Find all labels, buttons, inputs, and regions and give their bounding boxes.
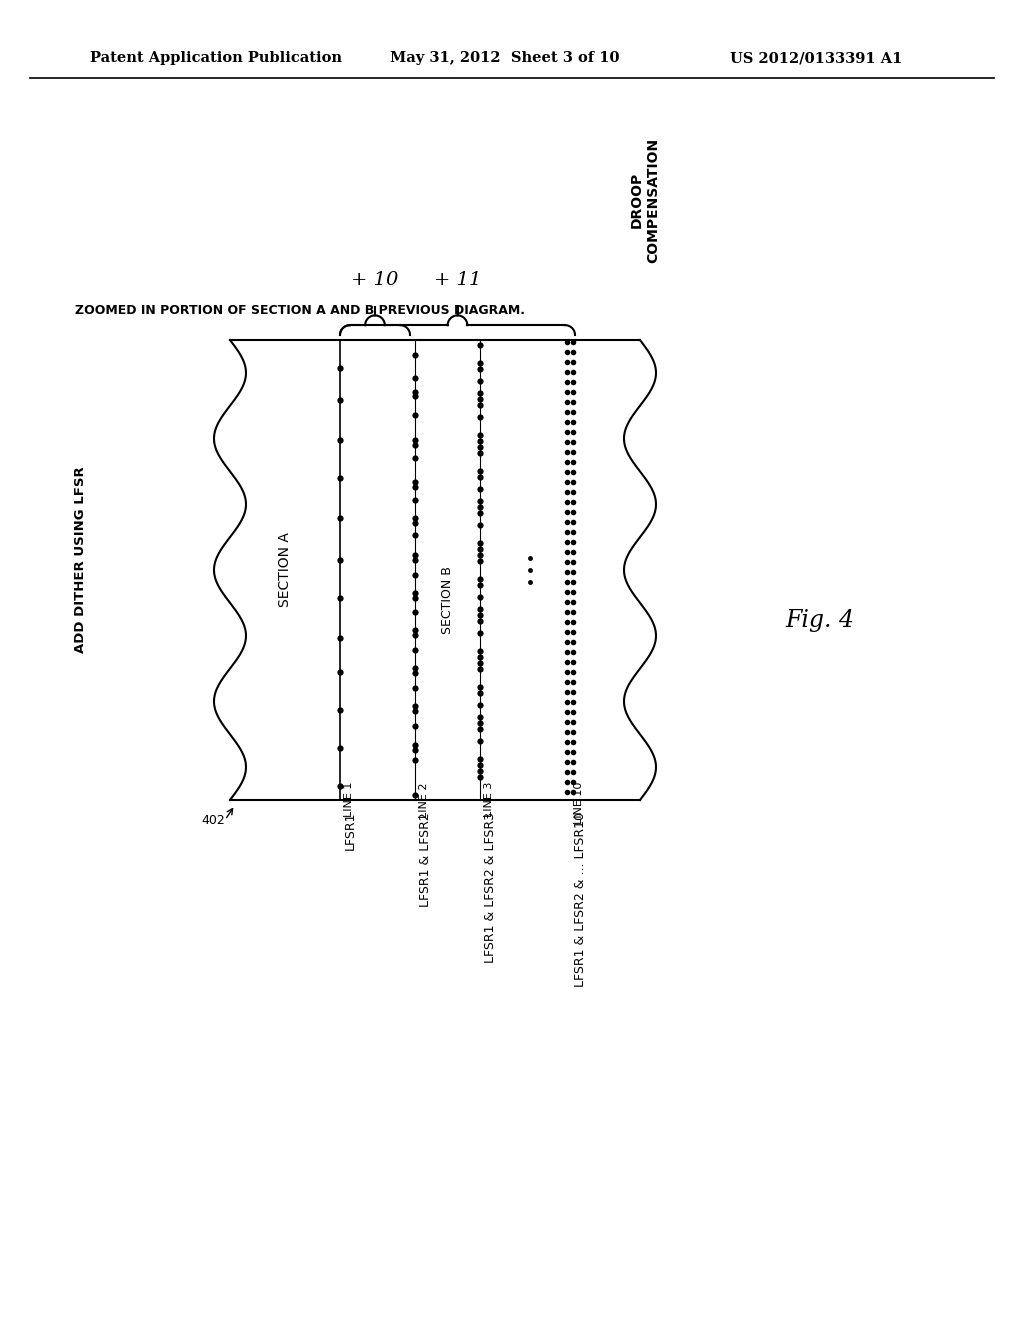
Text: LINE 1: LINE 1 <box>344 781 354 817</box>
Text: ADD DITHER USING LFSR: ADD DITHER USING LFSR <box>74 467 86 653</box>
Text: Patent Application Publication: Patent Application Publication <box>90 51 342 65</box>
Text: ZOOMED IN PORTION OF SECTION A AND B PREVIOUS DIAGRAM.: ZOOMED IN PORTION OF SECTION A AND B PRE… <box>75 304 525 317</box>
Text: + 11: + 11 <box>434 271 481 289</box>
Text: DROOP
COMPENSATION: DROOP COMPENSATION <box>630 137 660 263</box>
Text: Fig. 4: Fig. 4 <box>785 609 854 631</box>
Text: SECTION A: SECTION A <box>278 532 292 607</box>
Text: US 2012/0133391 A1: US 2012/0133391 A1 <box>730 51 902 65</box>
Text: LFSR1 & LFSR2: LFSR1 & LFSR2 <box>419 812 432 907</box>
Text: + 10: + 10 <box>351 271 398 289</box>
Text: LFSR1: LFSR1 <box>344 812 357 850</box>
Text: LINE 3: LINE 3 <box>484 781 494 817</box>
Text: SECTION B: SECTION B <box>441 566 454 634</box>
Text: LINE 10: LINE 10 <box>574 781 584 825</box>
Text: 402: 402 <box>202 814 225 828</box>
Text: LINE 2: LINE 2 <box>419 781 429 817</box>
Text: LFSR1 & LFSR2 & LFSR3: LFSR1 & LFSR2 & LFSR3 <box>484 812 497 964</box>
Text: LFSR1 & LFSR2 & ... LFSR10: LFSR1 & LFSR2 & ... LFSR10 <box>574 812 587 987</box>
Text: May 31, 2012  Sheet 3 of 10: May 31, 2012 Sheet 3 of 10 <box>390 51 620 65</box>
